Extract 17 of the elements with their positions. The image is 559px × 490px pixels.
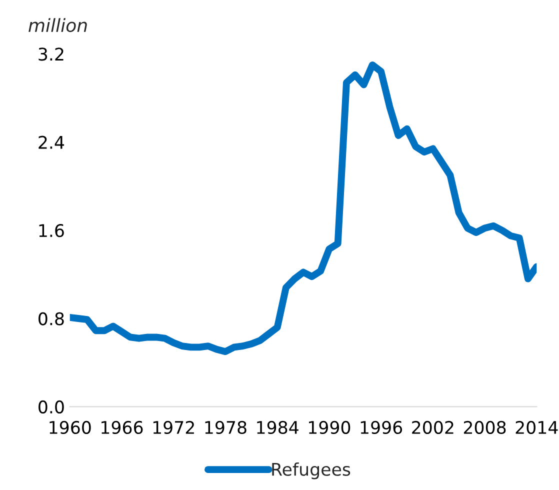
x-tick-label: 1966 <box>102 420 143 434</box>
x-tick-label: 1984 <box>257 420 298 434</box>
y-axis-title: million <box>28 18 87 32</box>
y-tick-label: 3.2 <box>38 48 64 61</box>
legend-label: Refugees <box>272 462 350 480</box>
x-tick-label: 2002 <box>412 420 454 434</box>
y-tick-label: 2.4 <box>38 136 64 149</box>
y-tick-label: 0.8 <box>38 312 64 326</box>
x-tick-label: 1996 <box>360 420 402 434</box>
y-tick-label: 0.0 <box>38 400 64 414</box>
x-tick-label: 1978 <box>205 420 246 434</box>
x-tick-label: 1960 <box>50 420 91 434</box>
x-tick-label: 1990 <box>309 420 350 434</box>
x-tick-label: 2008 <box>464 420 506 434</box>
x-tick-label: 2014 <box>516 420 558 434</box>
y-tick-label: 1.6 <box>39 224 64 238</box>
x-tick-label: 1972 <box>153 420 194 434</box>
